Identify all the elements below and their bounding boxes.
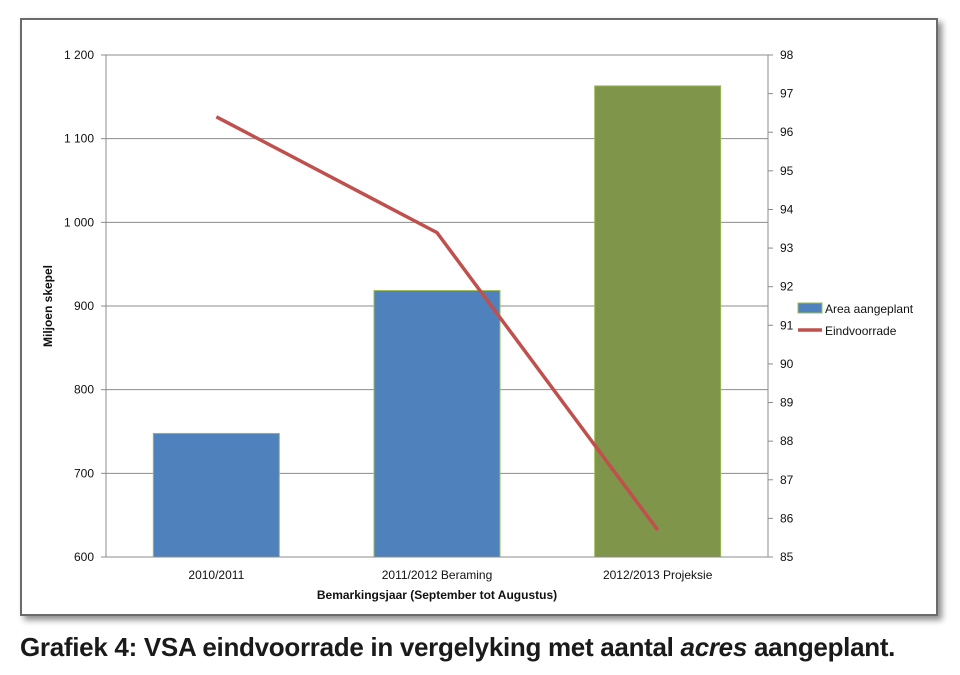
y2-tick-label: 91 — [780, 318, 794, 332]
line-eindvoorrade — [215, 115, 660, 532]
y2-tick-label: 97 — [780, 87, 794, 101]
legend-label-eindvoorrade: Eindvoorrade — [825, 324, 897, 338]
chart-frame: 600 700 800 900 1 000 1 100 1 200 85 86 87 88 89 90 9… — [20, 18, 938, 616]
y2-tick-label: 93 — [780, 241, 794, 255]
y-tick-label: 800 — [74, 383, 94, 397]
x-tick-label: 2012/2013 Projeksie — [603, 568, 713, 582]
bar — [594, 85, 722, 558]
bars — [152, 85, 722, 558]
line-series — [215, 115, 660, 532]
x-tick-label: 2010/2011 — [188, 568, 244, 582]
y2-tick-label: 95 — [780, 164, 794, 178]
axis-labels: 600 700 800 900 1 000 1 100 1 200 85 86 87 88 89 90 9… — [41, 48, 794, 602]
y2-tick-label: 87 — [780, 473, 794, 487]
bar — [152, 432, 280, 558]
bar — [373, 290, 501, 558]
y-tick-label: 900 — [74, 299, 94, 313]
legend: Area aangeplant Eindvoorrade — [797, 302, 914, 338]
caption-prefix: Grafiek 4: VSA eindvoorrade in vergelyki… — [20, 632, 674, 662]
y2-tick-label: 94 — [780, 202, 794, 216]
y2-tick-label: 89 — [780, 396, 794, 410]
figure-caption: Grafiek 4: VSA eindvoorrade in vergelyki… — [20, 632, 895, 663]
y-tick-label: 1 100 — [64, 132, 94, 146]
y2-tick-label: 86 — [780, 511, 794, 525]
y2-tick-label: 96 — [780, 125, 794, 139]
y2-tick-label: 92 — [780, 280, 794, 294]
legend-swatch-area — [797, 302, 823, 314]
y-tick-label: 700 — [74, 466, 94, 480]
dual-axis-chart: 600 700 800 900 1 000 1 100 1 200 85 86 87 88 89 90 9… — [41, 48, 914, 602]
caption-italic: acres — [680, 632, 748, 662]
y2-tick-label: 85 — [780, 550, 794, 564]
y2-tick-label: 90 — [780, 357, 794, 371]
x-tick-label: 2011/2012 Beraming — [382, 568, 493, 582]
legend-label-area: Area aangeplant — [825, 302, 914, 316]
y-tick-label: 1 000 — [64, 215, 94, 229]
axes — [101, 54, 773, 558]
y-axis-title: Miljoen skepel — [41, 265, 55, 347]
y-tick-label: 600 — [74, 550, 94, 564]
y2-tick-label: 98 — [780, 48, 794, 62]
y-tick-label: 1 200 — [64, 48, 94, 62]
y2-tick-label: 88 — [780, 434, 794, 448]
caption-suffix: aangeplant. — [753, 632, 896, 662]
x-axis-title: Bemarkingsjaar (September tot Augustus) — [317, 588, 557, 602]
